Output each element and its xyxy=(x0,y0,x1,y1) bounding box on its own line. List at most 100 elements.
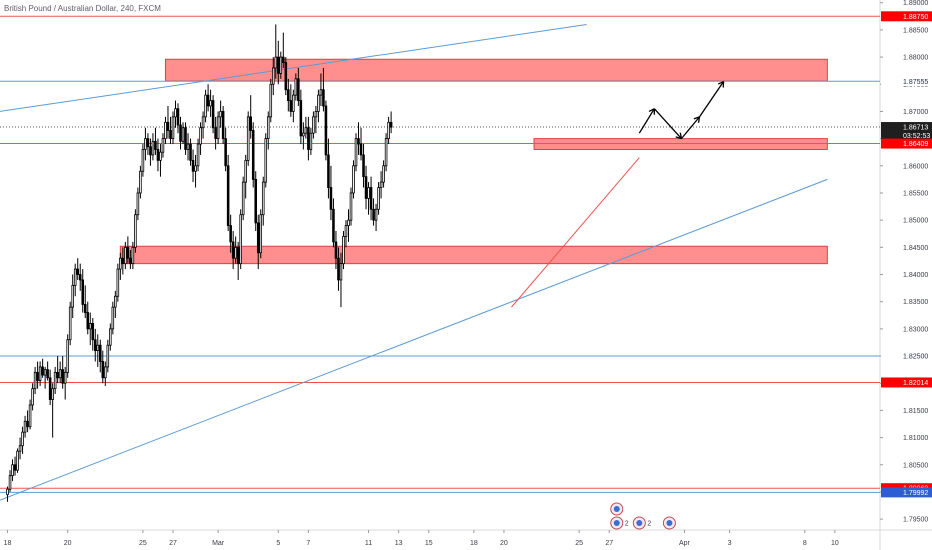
candle-body xyxy=(322,89,325,107)
candle-body xyxy=(214,127,217,140)
time-tick-label: 25 xyxy=(575,540,583,547)
candle-body xyxy=(219,111,222,118)
candle-body xyxy=(292,94,295,112)
candle-body xyxy=(161,138,165,153)
trendlines-layer xyxy=(0,23,828,501)
chart-title: British Pound / Australian Dollar, 240, … xyxy=(4,4,161,13)
projection-arrow xyxy=(680,116,700,140)
candle-body xyxy=(334,241,338,259)
candle-body xyxy=(194,165,197,172)
candle-body xyxy=(224,138,227,167)
projection-arrowhead xyxy=(717,80,724,85)
time-axis[interactable]: 18 20 25 27 Mar 5 7 11 13 15 18 20 25 27 Apr 3 8 10 xyxy=(4,530,839,547)
price-tag: 1.82500 xyxy=(903,354,928,361)
time-tick-label: 13 xyxy=(395,540,403,547)
candles-layer xyxy=(6,24,393,502)
candle-body xyxy=(344,225,348,237)
candle-body xyxy=(352,165,355,194)
candle-body xyxy=(317,94,320,112)
candle-body xyxy=(21,431,24,447)
candle-body xyxy=(372,208,375,221)
plot-area[interactable] xyxy=(0,0,880,530)
time-tick-label: 8 xyxy=(803,540,807,547)
candle-body xyxy=(246,116,250,161)
candle-body xyxy=(236,246,240,265)
candle-body xyxy=(88,323,92,330)
candle-body xyxy=(171,116,175,140)
price-tag: 03:52:53 xyxy=(903,133,930,140)
candle-body xyxy=(114,295,117,308)
candle-body xyxy=(41,366,44,376)
projection-arrowhead xyxy=(697,116,701,123)
price-tick-label: 1.85000 xyxy=(903,218,928,225)
price-tag-bg xyxy=(881,76,932,87)
projection-arrow xyxy=(638,108,655,134)
projection-arrowhead xyxy=(648,108,655,113)
candle-body xyxy=(81,279,85,305)
candle-body xyxy=(209,100,212,107)
projection-arrowhead xyxy=(679,132,683,139)
candle-body xyxy=(304,127,308,134)
candle-body xyxy=(282,56,285,63)
candle-body xyxy=(309,132,313,150)
candle-body xyxy=(91,323,95,341)
candle-body xyxy=(101,361,105,379)
candle-body xyxy=(382,165,385,183)
price-tag: 1.79992 xyxy=(903,490,928,497)
price-tick-label: 1.85500 xyxy=(903,190,928,197)
candle-body xyxy=(93,339,97,352)
candle-body xyxy=(312,116,315,134)
candle-body xyxy=(266,116,270,140)
price-tag-bg xyxy=(881,487,932,498)
candle-body xyxy=(256,222,260,254)
candle-body xyxy=(369,187,373,210)
candle-body xyxy=(211,100,215,129)
candle-body xyxy=(53,371,57,390)
candle-body xyxy=(121,257,125,265)
levels-layer xyxy=(0,15,880,493)
candle-body xyxy=(116,268,120,297)
candle-body xyxy=(111,306,115,330)
candle-body xyxy=(104,366,107,379)
candle-body xyxy=(174,108,177,118)
candle-body xyxy=(357,138,360,145)
candle-body xyxy=(277,56,280,74)
event-flag-dot xyxy=(613,506,620,512)
candle-body xyxy=(299,100,303,137)
price-tag: 1.86409 xyxy=(903,141,928,148)
price-tag: 1.87555 xyxy=(903,79,928,86)
time-tick-label: Apr xyxy=(679,540,691,547)
candle-body xyxy=(146,138,150,148)
price-tick-label: 1.84000 xyxy=(903,272,928,279)
candle-body xyxy=(251,130,255,180)
candle-body xyxy=(179,124,182,142)
candle-body xyxy=(259,214,263,254)
price-tick-label: 1.87000 xyxy=(903,109,928,116)
candle-body xyxy=(66,339,69,373)
time-tick-label: 20 xyxy=(64,540,72,547)
candle-body xyxy=(241,181,245,216)
candle-body xyxy=(216,116,220,140)
price-tag: 1.82014 xyxy=(903,380,928,387)
candle-body xyxy=(324,105,328,156)
candle-body xyxy=(274,56,278,69)
candle-body xyxy=(18,445,22,452)
candle-body xyxy=(61,369,64,384)
candle-body xyxy=(16,450,19,471)
candle-body xyxy=(139,170,142,194)
candle-body xyxy=(289,100,293,112)
candle-body xyxy=(261,181,265,216)
candle-body xyxy=(297,78,300,101)
price-tick-label: 1.89000 xyxy=(903,0,928,7)
candle-body xyxy=(124,246,127,265)
trend-line xyxy=(0,178,828,501)
candle-body xyxy=(337,257,340,281)
candle-body xyxy=(196,143,200,167)
candle-body xyxy=(332,208,335,243)
price-tag-bg xyxy=(881,130,932,141)
candle-body xyxy=(176,108,180,126)
candle-body xyxy=(339,263,343,281)
price-tag: 1.86713 xyxy=(903,125,928,132)
